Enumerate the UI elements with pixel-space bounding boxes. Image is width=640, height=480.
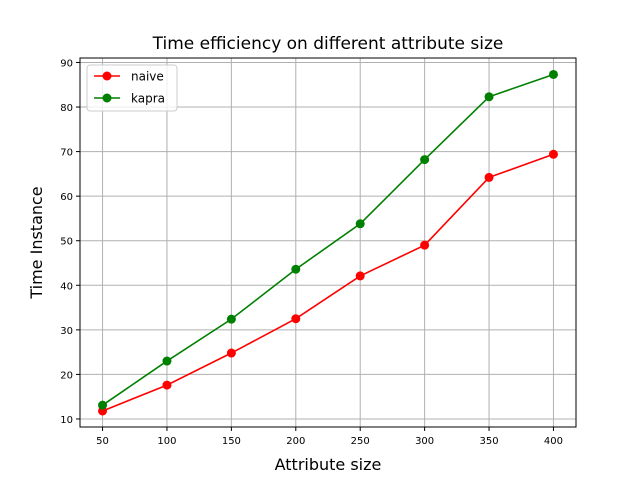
x-tick-label: 400 xyxy=(544,436,563,447)
grid xyxy=(80,58,576,427)
data-point-naive xyxy=(355,271,365,281)
data-point-kapra xyxy=(162,356,172,366)
axis-ticks: 50 100 150 200 250 300 350 400 10 20 30 40 50 60 70 80 9… xyxy=(60,58,563,447)
series-layer xyxy=(98,69,558,416)
x-tick-label: 200 xyxy=(286,436,305,447)
legend-marker xyxy=(102,93,112,103)
data-point-kapra xyxy=(226,314,236,324)
plot-frame xyxy=(79,57,577,428)
y-tick-label: 60 xyxy=(60,192,73,203)
x-tick-label: 250 xyxy=(351,436,370,447)
data-point-naive xyxy=(162,380,172,390)
series-line-kapra xyxy=(102,73,554,406)
y-tick-label: 20 xyxy=(60,370,73,381)
x-axis-label: Attribute size xyxy=(275,455,382,474)
series-line-naive xyxy=(102,153,554,412)
data-point-naive xyxy=(484,172,494,182)
x-tick-label: 50 xyxy=(96,436,109,447)
legend: naive kapra xyxy=(86,64,178,112)
legend-item-kapra: kapra xyxy=(94,92,165,106)
chart-title: Time efficiency on different attribute s… xyxy=(152,34,504,54)
legend-item-naive: naive xyxy=(94,70,164,84)
data-point-kapra xyxy=(548,69,558,79)
x-tick-label: 150 xyxy=(222,436,241,447)
x-tick-label: 350 xyxy=(479,436,498,447)
y-tick-label: 10 xyxy=(60,415,73,426)
legend-label: naive xyxy=(131,70,164,84)
y-tick-label: 80 xyxy=(60,103,73,114)
data-point-kapra xyxy=(420,155,430,165)
y-tick-label: 70 xyxy=(60,148,73,159)
y-tick-label: 40 xyxy=(60,281,73,292)
data-point-naive xyxy=(420,240,430,250)
data-point-kapra xyxy=(291,264,301,274)
y-tick-label: 90 xyxy=(60,58,73,69)
data-point-naive xyxy=(226,348,236,358)
data-point-kapra xyxy=(98,400,108,410)
data-point-kapra xyxy=(355,219,365,229)
legend-label: kapra xyxy=(131,92,165,106)
y-tick-label: 50 xyxy=(60,237,73,248)
data-point-kapra xyxy=(484,92,494,102)
x-tick-label: 100 xyxy=(157,436,176,447)
data-point-naive xyxy=(548,149,558,159)
legend-marker xyxy=(102,71,112,81)
series-kapra xyxy=(98,69,558,410)
data-point-naive xyxy=(291,314,301,324)
y-tick-label: 30 xyxy=(60,326,73,337)
y-axis-label: Time Instance xyxy=(27,186,46,299)
x-tick-label: 300 xyxy=(415,436,434,447)
